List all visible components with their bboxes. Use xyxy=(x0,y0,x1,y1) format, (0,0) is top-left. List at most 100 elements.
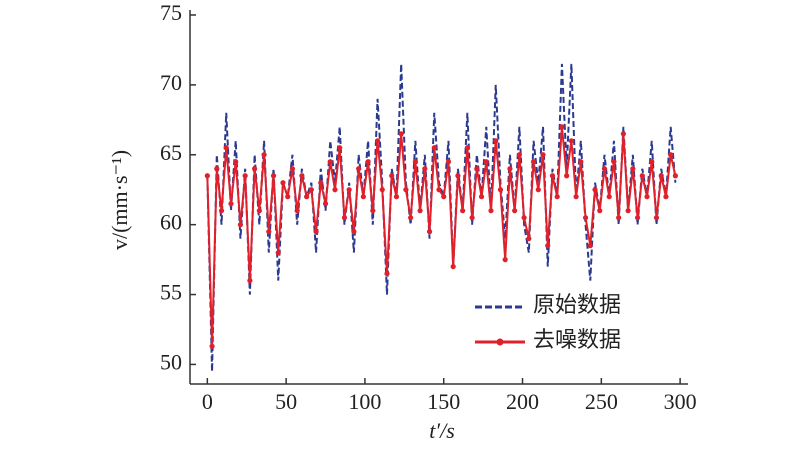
point xyxy=(426,229,433,235)
point xyxy=(597,208,603,214)
x-tick-label: 50 xyxy=(275,389,297,414)
point xyxy=(639,173,645,179)
point xyxy=(611,159,617,165)
point xyxy=(445,159,452,165)
legend-label: 去噪数据 xyxy=(533,327,621,352)
x-tick-label: 0 xyxy=(202,389,213,414)
point xyxy=(469,215,475,221)
point xyxy=(256,208,262,214)
point xyxy=(266,229,272,235)
point xyxy=(488,208,494,214)
point xyxy=(384,270,390,277)
point xyxy=(653,215,660,221)
point xyxy=(526,236,532,242)
point xyxy=(351,229,357,235)
point xyxy=(304,194,310,200)
point xyxy=(417,208,423,214)
point xyxy=(497,187,504,193)
point xyxy=(592,187,598,193)
y-axis-label: v/(mm·s⁻¹) xyxy=(107,150,132,250)
point xyxy=(601,166,608,172)
point xyxy=(242,173,248,179)
point xyxy=(327,159,333,165)
point xyxy=(247,277,253,284)
point xyxy=(578,159,584,165)
point xyxy=(587,243,593,249)
x-tick-label: 150 xyxy=(427,389,460,414)
point xyxy=(493,138,499,144)
point xyxy=(341,215,348,221)
point xyxy=(370,208,376,214)
point xyxy=(308,187,314,193)
point xyxy=(214,166,220,172)
point xyxy=(261,152,267,158)
point xyxy=(521,215,527,221)
x-tick-label: 300 xyxy=(664,389,697,414)
y-tick-label: 70 xyxy=(160,70,182,95)
point xyxy=(540,152,546,158)
point xyxy=(620,131,626,137)
point xyxy=(535,187,541,193)
point xyxy=(549,173,556,179)
point xyxy=(218,208,225,214)
point xyxy=(568,138,574,144)
point xyxy=(360,194,366,200)
x-tick-label: 200 xyxy=(506,389,539,414)
point xyxy=(644,194,650,200)
point xyxy=(223,145,229,151)
series-line xyxy=(206,63,677,372)
point xyxy=(237,222,244,228)
point xyxy=(389,173,395,179)
point xyxy=(356,166,362,172)
point xyxy=(252,166,258,172)
point xyxy=(516,152,522,158)
point xyxy=(365,159,371,165)
point xyxy=(668,152,674,158)
point xyxy=(554,194,560,200)
point xyxy=(630,166,636,172)
y-tick-label: 60 xyxy=(160,210,182,235)
point xyxy=(275,250,281,256)
point xyxy=(460,208,466,214)
point xyxy=(625,208,631,214)
legend-label: 原始数据 xyxy=(533,292,621,317)
point xyxy=(285,194,291,200)
point xyxy=(412,159,418,165)
point xyxy=(228,201,234,207)
point xyxy=(483,159,489,165)
point xyxy=(455,173,461,179)
y-tick-label: 50 xyxy=(160,349,182,374)
point xyxy=(530,159,537,165)
point xyxy=(398,131,404,137)
point xyxy=(299,173,305,179)
point xyxy=(564,173,570,179)
point xyxy=(346,187,352,193)
y-tick-label: 75 xyxy=(160,0,182,25)
point xyxy=(512,208,518,214)
x-tick-label: 250 xyxy=(585,389,618,414)
point xyxy=(450,263,456,270)
point xyxy=(672,173,678,179)
point xyxy=(322,201,329,207)
point xyxy=(403,187,409,193)
point xyxy=(422,166,428,172)
point xyxy=(474,166,480,172)
point xyxy=(502,257,508,263)
point xyxy=(431,145,437,151)
point xyxy=(464,145,470,151)
point xyxy=(289,166,296,172)
point xyxy=(634,215,641,221)
point xyxy=(318,180,324,186)
point xyxy=(616,215,622,221)
point xyxy=(337,145,343,151)
point xyxy=(204,173,210,179)
point xyxy=(313,229,319,235)
point xyxy=(507,166,513,172)
point xyxy=(209,343,215,349)
point xyxy=(294,208,300,214)
point xyxy=(663,194,669,200)
point xyxy=(441,194,447,200)
point xyxy=(649,159,655,165)
x-tick-label: 100 xyxy=(348,389,381,414)
point xyxy=(379,187,385,193)
